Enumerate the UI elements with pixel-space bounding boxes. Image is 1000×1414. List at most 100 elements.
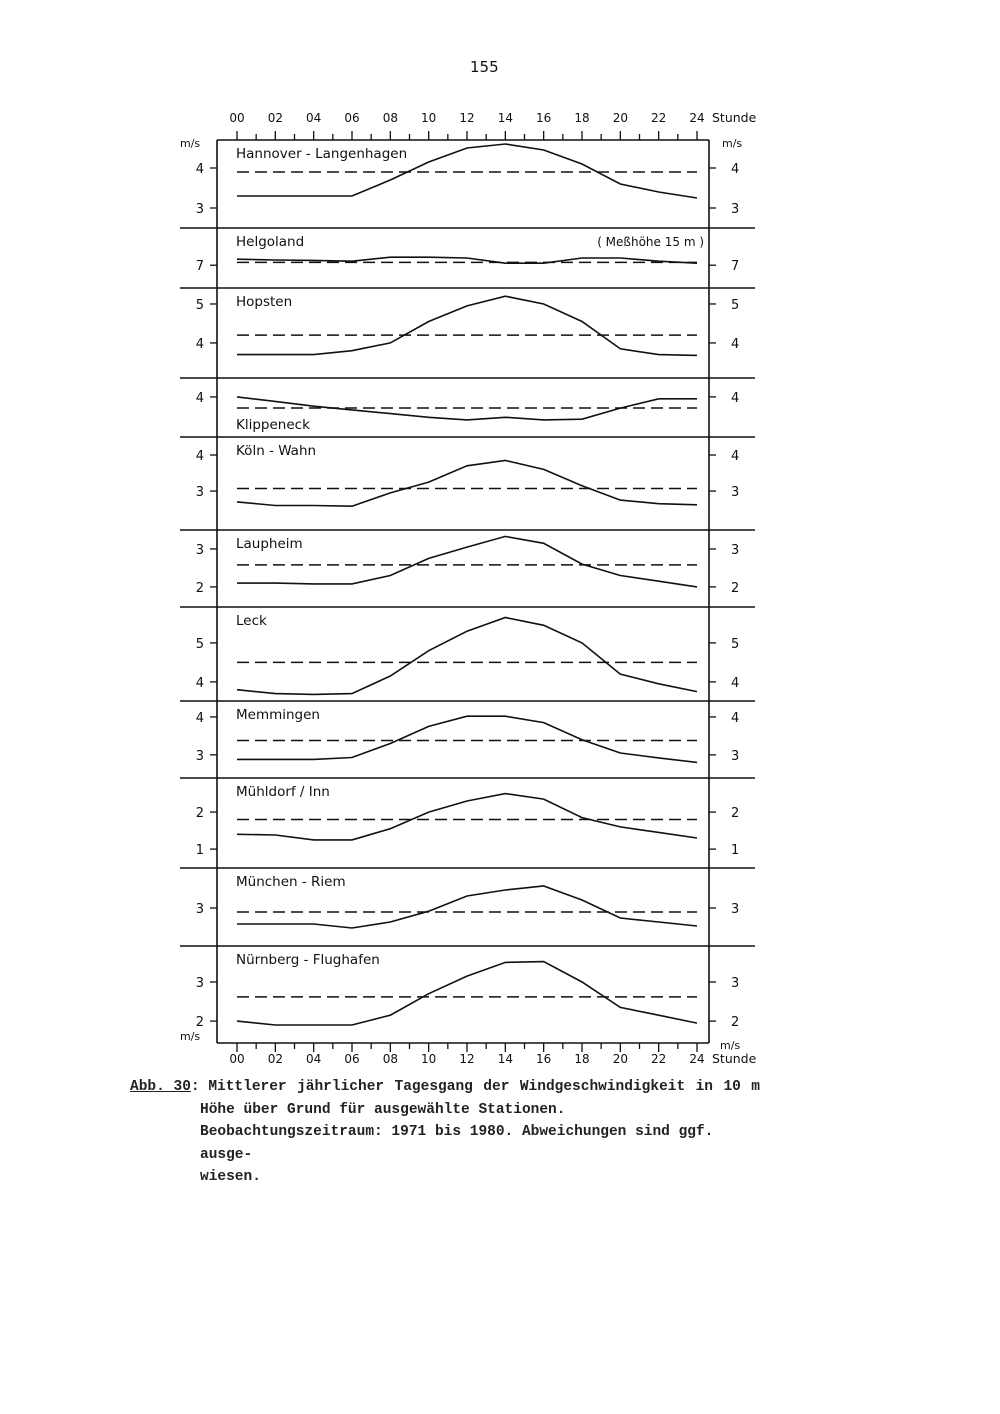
x-axis-label-top: Stunde [712,110,757,125]
x-tick-label-bottom: 12 [459,1052,474,1066]
caption-line-4: wiesen. [200,1169,261,1185]
x-tick-label-top: 14 [498,111,513,125]
x-tick-label-top: 12 [459,111,474,125]
y-tick-label-left: 3 [196,485,204,500]
caption-line-2: Höhe über Grund für ausgewählte Statione… [200,1101,566,1118]
diurnal-series-line [236,960,698,1026]
y-tick-label-left: 1 [196,843,204,858]
y-tick-label-left: 4 [196,711,204,726]
x-tick-label-bottom: 08 [383,1052,398,1066]
y-unit-top-left: m/s [180,137,200,150]
x-tick-label-top: 18 [574,111,589,125]
x-tick-label-bottom: 22 [651,1052,666,1066]
caption-word: m [751,1079,760,1095]
caption-word: : Mittlerer [190,1079,287,1095]
caption-line-3: Beobachtungszeitraum: 1971 bis 1980. Abw… [200,1124,714,1163]
diurnal-series-line [237,535,698,588]
x-tick-label-bottom: 02 [268,1052,283,1066]
x-tick-label-bottom: 20 [613,1052,628,1066]
y-tick-label-right: 2 [731,806,739,821]
y-tick-label-right: 3 [731,749,739,764]
station-label: Klippeneck [236,417,310,433]
station-label: Laupheim [236,536,303,552]
y-tick-label-right: 4 [731,449,739,464]
station-note: ( Meßhöhe 15 m ) [597,235,704,249]
y-tick-label-left: 4 [196,337,204,352]
caption-line-1: Abb. 30: Mittlerer jährlicher Tagesgang … [130,1076,760,1099]
y-tick-label-left: 4 [196,676,204,691]
y-tick-label-right: 3 [731,202,739,217]
x-tick-label-top: 04 [306,111,321,125]
y-tick-label-right: 1 [731,843,739,858]
y-tick-label-right: 4 [731,391,739,406]
x-tick-label-top: 16 [536,111,551,125]
y-tick-label-left: 4 [196,449,204,464]
x-tick-label-bottom: 06 [344,1052,359,1066]
x-tick-label-bottom: 00 [229,1052,244,1066]
x-tick-label-top: 22 [651,111,666,125]
diurnal-series-line [237,715,698,764]
y-tick-label-left: 2 [196,581,204,596]
station-label: Memmingen [236,707,320,723]
diurnal-series-line [237,143,698,199]
y-unit-bottom-left: m/s [180,1030,200,1043]
x-tick-label-top: 08 [383,111,398,125]
caption-word: jährlicher [297,1079,385,1095]
y-tick-label-left: 3 [196,976,204,991]
y-tick-label-right: 3 [731,976,739,991]
caption-word: Windgeschwindigkeit [519,1079,686,1095]
y-tick-label-left: 2 [196,806,204,821]
y-tick-label-right: 4 [731,162,739,177]
caption-word: 10 [723,1079,741,1095]
x-tick-label-bottom: 24 [689,1052,704,1066]
station-label: Helgoland [236,234,304,250]
diurnal-series-line [236,792,698,841]
diurnal-series-line [236,616,698,696]
y-tick-label-left: 3 [196,202,204,217]
y-tick-label-right: 3 [731,485,739,500]
y-tick-label-right: 3 [731,902,739,917]
diurnal-series-line [236,459,698,508]
y-tick-label-right: 5 [731,637,739,652]
y-tick-label-left: 7 [196,259,204,274]
x-tick-label-top: 20 [613,111,628,125]
diurnal-series-line [237,885,698,929]
station-label: Leck [236,613,267,629]
y-tick-label-right: 2 [731,581,739,596]
diurnal-series-line [236,256,698,265]
y-tick-label-left: 3 [196,543,204,558]
y-tick-label-right: 2 [731,1015,739,1030]
x-tick-label-top: 02 [268,111,283,125]
y-tick-label-right: 7 [731,259,739,274]
x-tick-label-bottom: 16 [536,1052,551,1066]
y-tick-label-right: 4 [731,337,739,352]
station-label: Hannover - Langenhagen [236,146,407,162]
y-tick-label-left: 4 [196,162,204,177]
x-axis-label-bottom: Stunde [712,1051,757,1066]
x-tick-label-top: 00 [229,111,244,125]
station-label: München - Riem [236,874,346,890]
x-tick-label-bottom: 10 [421,1052,436,1066]
figure-label: Abb. 30 [130,1079,191,1095]
figure-caption: Abb. 30: Mittlerer jährlicher Tagesgang … [130,1076,760,1189]
y-tick-label-left: 4 [196,391,204,406]
station-label: Köln - Wahn [236,443,316,459]
diurnal-series-line [237,295,698,357]
station-label: Mühldorf / Inn [236,784,330,800]
y-tick-label-left: 5 [196,298,204,313]
y-tick-label-left: 3 [196,902,204,917]
caption-word: der [483,1079,510,1095]
page-number: 155 [470,58,499,76]
diurnal-series-line [236,396,697,421]
y-tick-label-left: 3 [196,749,204,764]
caption-word: in [695,1079,714,1095]
station-label: Hopsten [236,294,292,310]
x-tick-label-top: 06 [344,111,359,125]
y-tick-label-right: 5 [731,298,739,313]
x-tick-label-top: 24 [689,111,704,125]
x-tick-label-bottom: 04 [306,1052,321,1066]
y-unit-bottom-right: m/s [720,1039,740,1052]
station-label: Nürnberg - Flughafen [236,952,380,968]
y-unit-top-right: m/s [722,137,742,150]
